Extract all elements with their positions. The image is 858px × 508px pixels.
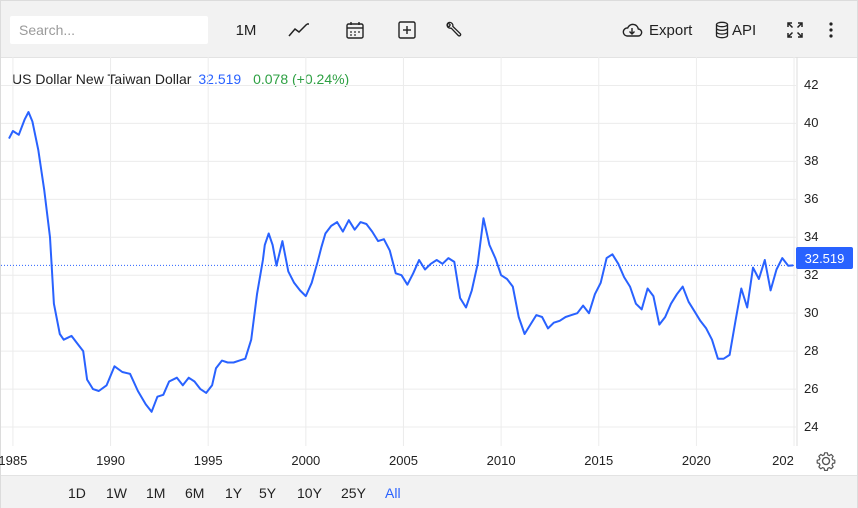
plus-square-icon[interactable] xyxy=(393,16,421,44)
range-button-10y[interactable]: 10Y xyxy=(297,485,322,501)
chart-legend: US Dollar New Taiwan Dollar 32.519 0.078… xyxy=(12,71,349,87)
range-button-6m[interactable]: 6M xyxy=(185,485,205,501)
export-button[interactable]: Export xyxy=(621,16,697,44)
range-button-1m[interactable]: 1M xyxy=(146,485,166,501)
y-tick-label: 40 xyxy=(804,115,819,131)
range-bar: 1D 1W 1M 6M 1Y 5Y 10Y 25Y All xyxy=(1,475,857,508)
range-button-1w[interactable]: 1W xyxy=(106,485,127,501)
x-tick-label: 1990 xyxy=(96,453,126,468)
range-button-1y[interactable]: 1Y xyxy=(225,485,243,501)
last-price-tag: 32.519 xyxy=(796,247,853,269)
api-button[interactable]: API xyxy=(715,16,763,44)
x-tick-label: 202 xyxy=(772,453,794,468)
y-tick-label: 26 xyxy=(804,381,819,397)
fullscreen-icon[interactable] xyxy=(781,16,809,44)
more-vertical-icon[interactable] xyxy=(819,16,843,44)
legend-change: 0.078 (+0.24%) xyxy=(253,71,350,87)
y-tick-label: 42 xyxy=(804,77,819,93)
price-chart[interactable] xyxy=(1,57,857,475)
line-chart-icon[interactable] xyxy=(285,16,313,44)
interval-button[interactable]: 1M xyxy=(235,21,257,39)
export-label: Export xyxy=(649,21,693,39)
range-button-25y[interactable]: 25Y xyxy=(341,485,366,501)
x-tick-label: 2010 xyxy=(486,453,516,468)
legend-series-name: US Dollar New Taiwan Dollar xyxy=(12,71,192,87)
series-line xyxy=(8,111,794,413)
api-label: API xyxy=(732,21,757,39)
cloud-download-icon xyxy=(622,23,643,37)
x-tick-label: 2000 xyxy=(291,453,321,468)
range-button-all[interactable]: All xyxy=(385,485,401,501)
x-tick-label: 2020 xyxy=(681,453,711,468)
toolbar: 1M Export API xyxy=(1,1,857,58)
x-tick-label: 2015 xyxy=(584,453,614,468)
y-tick-label: 36 xyxy=(804,191,819,207)
x-tick-label: 1995 xyxy=(193,453,223,468)
x-tick-label: 1985 xyxy=(0,453,28,468)
y-tick-label: 30 xyxy=(804,305,819,321)
calendar-icon[interactable] xyxy=(341,16,369,44)
range-button-5y[interactable]: 5Y xyxy=(259,485,277,501)
search-input[interactable] xyxy=(10,16,208,44)
y-tick-label: 34 xyxy=(804,229,819,245)
gear-icon[interactable] xyxy=(816,451,836,471)
y-tick-label: 32 xyxy=(804,267,819,283)
y-tick-label: 28 xyxy=(804,343,819,359)
y-tick-label: 38 xyxy=(804,153,819,169)
y-tick-label: 24 xyxy=(804,419,819,435)
wrench-icon[interactable] xyxy=(439,16,467,44)
database-icon xyxy=(715,21,729,39)
legend-price: 32.519 xyxy=(198,71,242,87)
x-tick-label: 2005 xyxy=(389,453,418,468)
range-button-1d[interactable]: 1D xyxy=(68,485,86,501)
